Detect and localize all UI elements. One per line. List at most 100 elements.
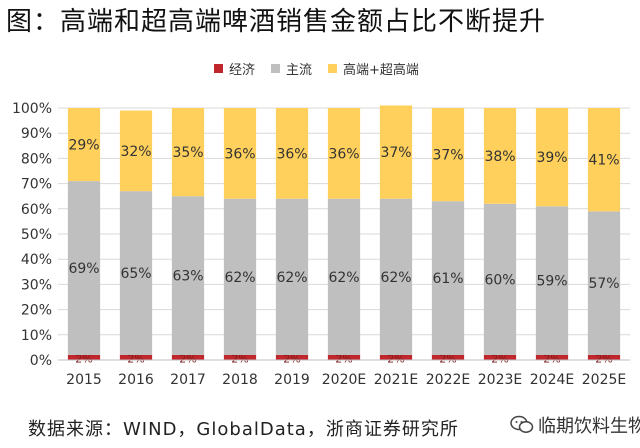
legend-swatch-gaoduan xyxy=(328,63,338,73)
x-tick-label: 2019 xyxy=(274,372,310,388)
bar-segment xyxy=(119,354,153,360)
bar-segment xyxy=(275,108,309,199)
data-label: 62% xyxy=(328,270,359,286)
watermark: 临期饮料生物 xyxy=(510,410,640,440)
x-tick-label: 2020E xyxy=(322,372,366,388)
data-label: 2% xyxy=(491,352,508,365)
bar-segment xyxy=(483,354,517,360)
bar-segment xyxy=(171,354,205,360)
data-label: 39% xyxy=(536,150,567,166)
bar-segment xyxy=(275,354,309,360)
bar-segment xyxy=(67,181,101,355)
x-tick-label: 2021E xyxy=(374,372,418,388)
data-label: 65% xyxy=(120,266,151,282)
data-label: 29% xyxy=(68,138,99,154)
y-tick-label: 60% xyxy=(21,202,52,218)
data-label: 59% xyxy=(536,274,567,290)
legend-swatch-jingji xyxy=(214,63,223,73)
data-label: 35% xyxy=(172,145,203,161)
data-label: 61% xyxy=(432,271,463,287)
bar-segment xyxy=(223,108,257,199)
y-tick-label: 30% xyxy=(21,277,52,293)
bar-segment xyxy=(379,198,413,355)
bar-segment xyxy=(379,105,413,199)
data-label: 2% xyxy=(543,352,560,365)
bar-segment xyxy=(535,206,569,355)
x-tick-label: 2015 xyxy=(66,372,102,388)
wechat-icon xyxy=(510,415,534,433)
bar-segment xyxy=(431,108,465,202)
bar-segment xyxy=(327,354,361,360)
y-tick-label: 10% xyxy=(21,328,52,344)
data-label: 2% xyxy=(283,352,300,365)
bar-segment xyxy=(587,211,621,355)
data-label: 37% xyxy=(432,148,463,164)
bar-segment xyxy=(483,203,517,355)
bar-segment xyxy=(67,108,101,182)
legend-item-jingji: 经济 xyxy=(214,59,255,78)
data-label: 62% xyxy=(224,270,255,286)
data-label: 36% xyxy=(224,146,255,162)
bar-segment xyxy=(327,198,361,355)
bar-segment xyxy=(223,354,257,360)
legend-swatch-zhuliu xyxy=(271,63,281,73)
legend-label-gaoduan: 高端+超高端 xyxy=(343,62,419,78)
bar-segment xyxy=(223,198,257,355)
legend-item-gaoduan: 高端+超高端 xyxy=(328,59,419,78)
x-tick-label: 2025E xyxy=(582,372,626,388)
bar-segment xyxy=(379,354,413,360)
y-tick-label: 20% xyxy=(21,303,52,319)
bar-segment xyxy=(171,108,205,197)
bar-segment xyxy=(587,354,621,360)
data-label: 2% xyxy=(595,352,612,365)
data-label: 38% xyxy=(484,149,515,165)
bar-segment xyxy=(483,108,517,204)
legend-item-zhuliu: 主流 xyxy=(271,59,312,78)
x-tick-label: 2018 xyxy=(222,372,258,388)
data-label: 36% xyxy=(276,146,307,162)
legend-label-zhuliu: 主流 xyxy=(286,62,313,78)
x-tick-label: 2016 xyxy=(118,372,154,388)
bar-segment xyxy=(535,108,569,207)
data-label: 62% xyxy=(276,270,307,286)
y-tick-label: 50% xyxy=(21,227,52,243)
x-tick-label: 2017 xyxy=(170,372,206,388)
data-label: 2% xyxy=(335,352,352,365)
data-label: 2% xyxy=(387,352,404,365)
data-label: 57% xyxy=(588,276,619,292)
data-label: 63% xyxy=(172,269,203,285)
bar-segment xyxy=(67,354,101,360)
x-tick-label: 2022E xyxy=(426,372,470,388)
bar-segment xyxy=(535,354,569,360)
chart-title: 图：高端和超高端啤酒销售金额占比不断提升 xyxy=(6,7,547,37)
y-tick-label: 90% xyxy=(21,126,52,142)
watermark-text: 临期饮料生物 xyxy=(538,416,640,437)
y-tick-label: 80% xyxy=(21,151,52,167)
bar-segment xyxy=(587,108,621,212)
x-tick-label: 2024E xyxy=(530,372,574,388)
data-label: 36% xyxy=(328,146,359,162)
y-tick-label: 0% xyxy=(30,353,52,369)
stacked-bar-chart: 0% 10% 20% 30% 40% 50% 60% 70% 80% 90% 100% 2% 69% 29… xyxy=(12,101,630,388)
bar-segment xyxy=(431,201,465,355)
bar-segment xyxy=(275,198,309,355)
legend: 经济 主流 高端+超高端 xyxy=(214,58,435,78)
bar-segment xyxy=(119,191,153,355)
source-note: 数据来源：WIND，GlobalData，浙商证券研究所 xyxy=(28,419,459,440)
data-label: 2% xyxy=(231,352,248,365)
data-label: 2% xyxy=(179,352,196,365)
y-tick-label: 40% xyxy=(21,252,52,268)
x-tick-label: 2023E xyxy=(478,372,522,388)
data-label: 41% xyxy=(588,153,619,169)
data-label: 37% xyxy=(380,145,411,161)
data-label: 69% xyxy=(68,261,99,277)
y-tick-label: 70% xyxy=(21,177,52,193)
y-tick-label: 100% xyxy=(12,101,52,117)
data-label: 2% xyxy=(127,352,144,365)
bar-segment xyxy=(327,108,361,199)
bar-segment xyxy=(431,354,465,360)
data-label: 2% xyxy=(75,352,92,365)
data-label: 62% xyxy=(380,270,411,286)
data-label: 2% xyxy=(439,352,456,365)
data-label: 32% xyxy=(120,144,151,160)
